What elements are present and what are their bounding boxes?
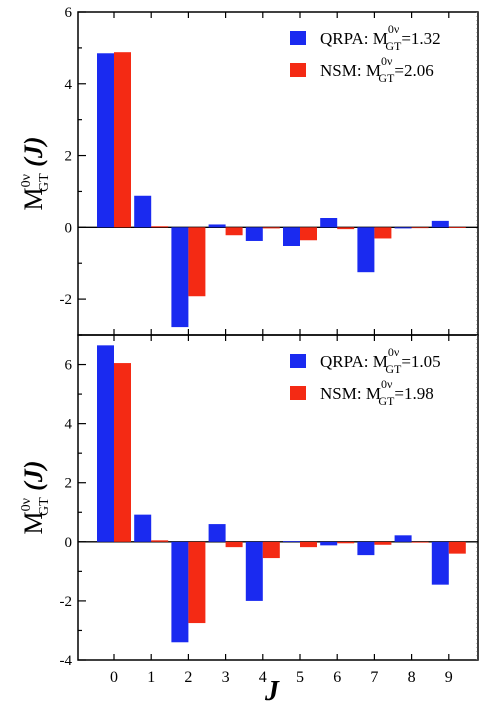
bar-qrpa-3 (208, 524, 226, 542)
y-tick-label: 4 (65, 77, 73, 93)
bar-nsm-5 (300, 541, 317, 548)
bar-qrpa-7 (357, 227, 375, 273)
y-tick-label: 0 (65, 220, 73, 236)
bar-nsm-8 (411, 227, 429, 229)
x-tick-label: 4 (259, 669, 267, 686)
bar-qrpa-4 (245, 541, 263, 601)
bar-nsm-6 (337, 541, 355, 544)
bar-qrpa-2 (171, 541, 189, 643)
bar-nsm-5 (300, 227, 317, 241)
legend-swatch-nsm (290, 63, 306, 77)
legend-swatch-nsm (290, 386, 306, 400)
bar-nsm-9 (448, 541, 466, 554)
bar-qrpa-2 (171, 227, 189, 328)
x-tick-label: 0 (110, 669, 118, 686)
x-tick-label: 7 (370, 669, 378, 686)
x-tick-label: 5 (296, 669, 304, 686)
x-tick-label: 2 (184, 669, 192, 686)
legend-swatch-qrpa (290, 31, 306, 45)
y-tick-label: 6 (65, 5, 73, 21)
bar-nsm-2 (188, 227, 206, 297)
bar-qrpa-7 (357, 541, 375, 556)
bar-nsm-7 (374, 227, 392, 239)
bar-qrpa-6 (320, 218, 338, 228)
y-tick-label: 0 (65, 535, 73, 551)
y-tick-label: 6 (65, 358, 73, 374)
y-axis-label: M0ν GT (J) (19, 137, 52, 211)
bar-nsm-3 (225, 227, 243, 236)
plot-frame (77, 334, 479, 661)
bar-qrpa-0 (97, 53, 114, 228)
bar-nsm-7 (374, 541, 392, 545)
y-tick-label: -4 (60, 653, 73, 669)
bar-qrpa-4 (245, 227, 263, 241)
bar-qrpa-8 (394, 227, 412, 229)
x-tick-label: 9 (445, 669, 453, 686)
x-tick-label: 8 (408, 669, 416, 686)
bar-qrpa-6 (320, 541, 338, 546)
y-tick-label: 2 (65, 476, 73, 492)
panel-bottom: -4 -2 0 2 4 6 0 1 2 3 4 5 6 7 8 9 M0ν GT (J) QRPA: M0ν GT=1… (19, 334, 479, 686)
bar-nsm-8 (411, 541, 429, 543)
bar-nsm-9 (448, 226, 466, 228)
y-tick-label: -2 (60, 594, 73, 610)
bar-nsm-4 (262, 541, 280, 559)
legend-label-qrpa: QRPA: M0ν GT=1.05 (320, 345, 441, 376)
bar-qrpa-8 (394, 535, 412, 542)
legend-swatch-qrpa (290, 354, 306, 368)
bar-qrpa-1 (134, 514, 152, 542)
x-tick-label: 6 (333, 669, 341, 686)
bar-nsm-1 (151, 226, 169, 228)
x-tick-label: 1 (147, 669, 155, 686)
y-tick-label: 2 (65, 149, 73, 165)
bar-nsm-2 (188, 541, 206, 624)
y-tick-label: 4 (65, 417, 73, 433)
bar-nsm-6 (337, 227, 355, 230)
x-axis-label: J (264, 676, 280, 707)
bar-nsm-0 (114, 52, 131, 228)
bar-qrpa-9 (431, 220, 449, 228)
bar-nsm-1 (151, 540, 169, 542)
x-tick-label: 3 (222, 669, 230, 686)
bar-nsm-4 (262, 227, 280, 229)
bar-qrpa-3 (208, 224, 226, 228)
bar-qrpa-0 (97, 345, 114, 542)
bar-qrpa-1 (134, 195, 152, 228)
bar-qrpa-9 (431, 541, 449, 585)
bar-qrpa-5 (283, 541, 300, 543)
legend-label-nsm: NSM: M0ν GT=1.98 (320, 377, 434, 408)
bar-nsm-0 (114, 363, 131, 542)
y-axis-label: M0ν GT (J) (19, 461, 52, 535)
legend-label-nsm: NSM: M0ν GT=2.06 (320, 54, 434, 85)
legend-label-qrpa: QRPA: M0ν GT=1.32 (320, 22, 441, 53)
y-tick-label: -2 (60, 292, 73, 308)
bar-nsm-3 (225, 541, 243, 548)
bar-qrpa-5 (283, 227, 300, 246)
